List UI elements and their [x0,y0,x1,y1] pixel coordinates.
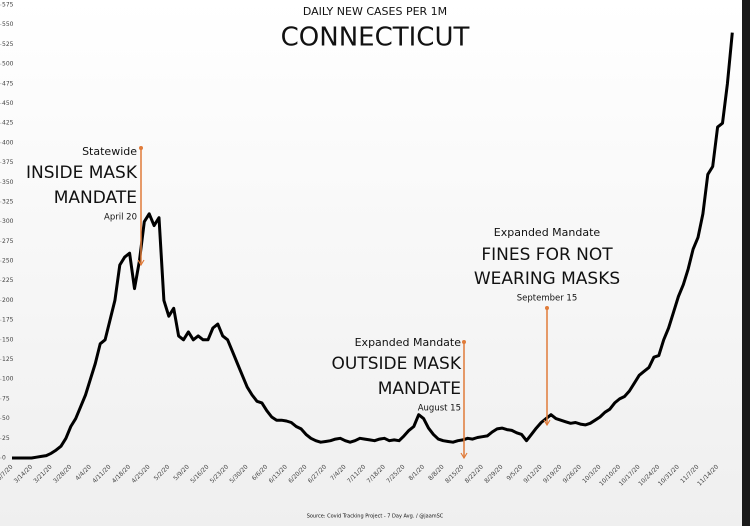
annotation-small: Expanded Mandate [355,336,462,349]
annotation-big: WEARING MASKS [474,269,620,289]
annotation-dot [139,146,143,150]
source: Source: Covid Tracking Project - 7 Day A… [307,514,444,520]
y-tick-label: 150 [2,336,14,343]
y-tick-label: 125 [2,356,14,363]
y-tick-label: 300 [2,218,14,225]
annotation-small: Expanded Mandate [494,226,601,239]
y-tick-label: 100 [2,376,14,383]
y-tick-label: 200 [2,297,14,304]
y-tick-label: 375 [2,159,14,166]
edge [742,0,750,526]
annotation-big: OUTSIDE MASK [332,354,462,374]
y-tick-label: 525 [2,41,14,48]
annotation-big: FINES FOR NOT [481,245,613,265]
annotation-big: MANDATE [54,188,137,208]
y-tick-label: 175 [2,317,14,324]
y-tick-label: 250 [2,258,14,265]
y-tick-label: 0 [2,455,6,462]
y-tick-label: 550 [2,21,14,28]
y-tick-label: 425 [2,120,14,127]
annotation-dot [462,340,466,344]
chart-title: DAILY NEW CASES PER 1M [303,5,447,18]
annotation-arrowhead [460,452,468,460]
annotation-dot [545,306,549,310]
series-line [12,32,734,460]
annotation-arrowhead [137,259,145,267]
y-tick-label: 275 [2,238,14,245]
annotation-date: September 15 [517,294,578,304]
chart-subtitle: CONNECTICUT [281,23,470,53]
y-tick-label: 325 [2,198,14,205]
annotation-arrowhead [543,419,551,427]
y-tick-label: 475 [2,80,14,87]
y-tick-label: 350 [2,179,14,186]
annotation-big: INSIDE MASK [26,163,138,183]
y-tick-label: 450 [2,100,14,107]
y-tick-label: 25 [2,435,10,442]
y-tick-label: 50 [2,415,10,422]
annotation-date: April 20 [104,213,137,223]
annotation-small: Statewide [82,145,137,158]
annotation-date: August 15 [418,404,461,414]
y-tick-label: 75 [2,395,10,402]
y-tick-label: 575 [2,2,14,9]
y-tick-label: 400 [2,139,14,146]
annotation-big: MANDATE [378,379,461,399]
y-tick-label: 225 [2,277,14,284]
y-tick-label: 500 [2,61,14,68]
